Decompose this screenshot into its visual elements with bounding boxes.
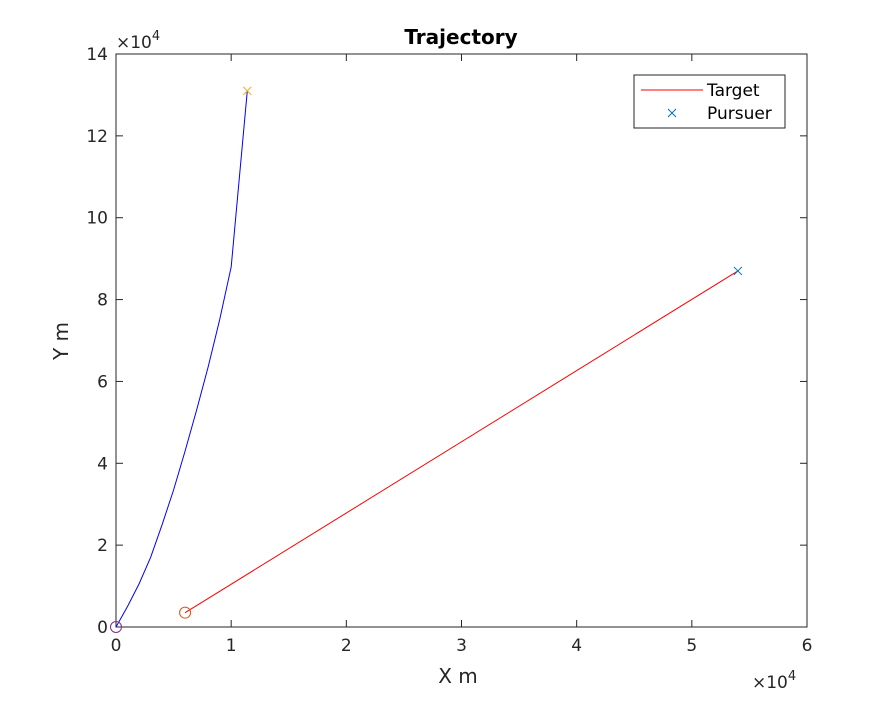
x-tick-label: 5 <box>686 636 697 656</box>
x-tick-label: 4 <box>571 636 582 656</box>
target-trajectory-line <box>184 270 739 614</box>
plot-area <box>115 53 808 628</box>
y-axis-exponent: ×104 <box>116 29 160 53</box>
y-axis-label: Y m <box>49 322 73 361</box>
y-axis-ticks: 0 2 4 6 8 10 12 14 <box>86 45 807 638</box>
target-end-marker <box>733 266 743 276</box>
x-axis-label: X m <box>438 664 478 688</box>
y-tick-label: 10 <box>86 209 108 229</box>
y-tick-label: 0 <box>97 618 108 638</box>
series-layer <box>110 86 743 633</box>
legend-target-label: Target <box>706 81 760 101</box>
chart-title: Trajectory <box>404 25 517 49</box>
y-tick-label: 8 <box>97 291 108 311</box>
target-start-marker <box>179 606 192 619</box>
legend-pursuer-label: Pursuer <box>707 104 772 124</box>
x-tick-label: 0 <box>111 636 122 656</box>
pursuer-end-marker <box>242 86 252 96</box>
x-tick-label: 3 <box>456 636 467 656</box>
legend: Target Pursuer <box>633 74 786 129</box>
legend-pursuer-marker <box>667 108 677 118</box>
y-tick-label: 6 <box>97 372 108 392</box>
pursuer-trajectory-line <box>115 90 248 628</box>
y-tick-label: 2 <box>97 536 108 556</box>
y-tick-label: 12 <box>86 127 108 147</box>
pursuer-start-marker <box>110 621 122 633</box>
legend-box <box>633 74 786 129</box>
x-axis-exponent: ×104 <box>752 669 796 693</box>
x-tick-label: 1 <box>226 636 237 656</box>
x-tick-label: 6 <box>802 636 813 656</box>
y-tick-label: 14 <box>86 45 108 65</box>
x-axis-ticks: 0 1 2 3 4 5 6 <box>111 54 813 656</box>
x-tick-label: 2 <box>341 636 352 656</box>
axes-box <box>115 53 808 628</box>
y-tick-label: 4 <box>97 454 108 474</box>
